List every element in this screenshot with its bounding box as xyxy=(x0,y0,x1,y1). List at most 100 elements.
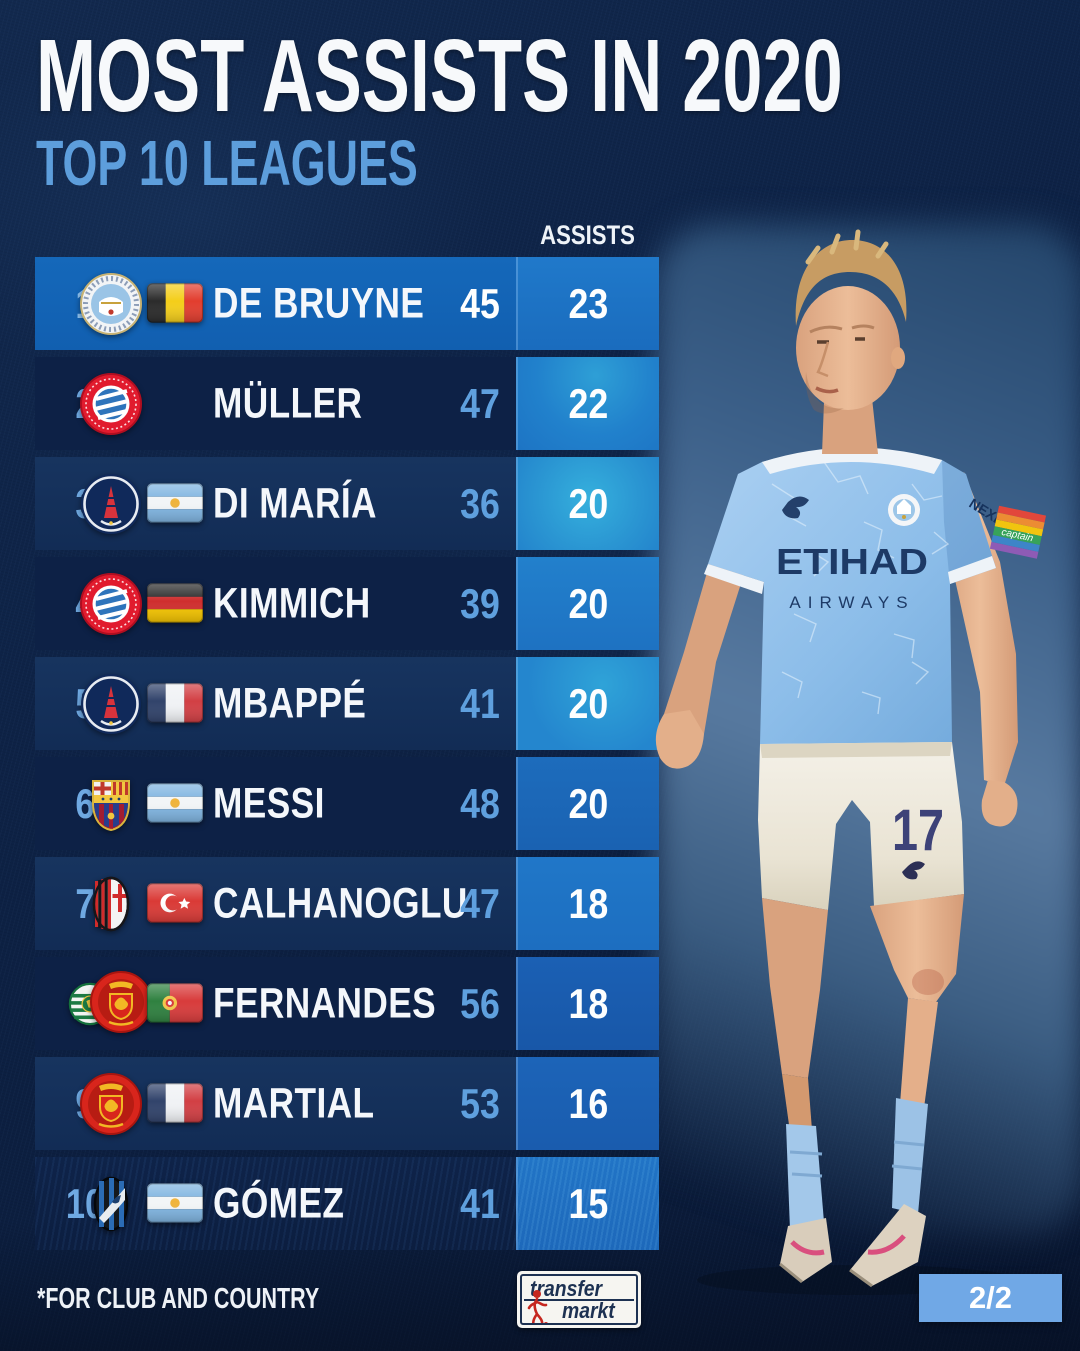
page-title: MOST ASSISTS IN 2020 xyxy=(36,18,843,133)
transfermarkt-logo-text-bottom: markt xyxy=(562,1298,615,1323)
assists-value: 16 xyxy=(568,1079,609,1127)
club-badge-psg-icon xyxy=(79,472,143,536)
player-name: GÓMEZ xyxy=(213,1179,345,1227)
transfermarkt-logo: transfer markt xyxy=(517,1271,641,1328)
games-value: 56 xyxy=(460,979,500,1027)
club-badges xyxy=(73,671,147,737)
player-socks xyxy=(786,1098,928,1238)
player-photo: ETIHAD AIRWAYS NEXEN captain xyxy=(655,229,1047,1295)
club-badge-manchester-united-icon xyxy=(79,1072,143,1136)
assists-value: 20 xyxy=(568,479,609,527)
assists-value: 18 xyxy=(568,879,609,927)
assists-value: 20 xyxy=(568,779,609,827)
club-badge-barcelona-icon xyxy=(79,772,143,836)
flag-argentina-icon xyxy=(147,483,203,523)
club-badges xyxy=(68,971,152,1037)
assists-value: 23 xyxy=(568,279,609,327)
club-badges xyxy=(73,371,147,437)
club-badges xyxy=(73,1071,147,1137)
table-row: 3 DI MARÍA 36 20 xyxy=(35,457,659,550)
table-row: 10 GÓMEZ 41 15 xyxy=(35,1157,659,1250)
flag-argentina-icon xyxy=(147,1183,203,1223)
player-name: CALHANOGLU xyxy=(213,879,468,927)
assists-cell: 23 xyxy=(516,257,659,350)
table-row: 6 MESSI 48 20 xyxy=(35,757,659,850)
flag-belgium-icon xyxy=(147,283,203,323)
table-row: 2 MÜLLER 47 22 xyxy=(35,357,659,450)
rank-label: 6 xyxy=(75,779,95,827)
player-shorts: 17 xyxy=(758,742,964,910)
captain-armband-icon: captain xyxy=(989,505,1047,559)
player-legs xyxy=(762,894,964,1132)
puma-logo-icon xyxy=(782,496,809,519)
games-value: 45 xyxy=(460,279,500,327)
table-row: 1 DE BRUYNE 45 23 xyxy=(35,257,659,350)
club-badge-manchester-united-icon xyxy=(89,970,153,1034)
games-value: 53 xyxy=(460,1079,500,1127)
flag-france-icon xyxy=(147,1083,203,1123)
page-subtitle: TOP 10 LEAGUES xyxy=(36,127,418,199)
club-badge-psg-icon xyxy=(79,672,143,736)
player-name: MARTIAL xyxy=(213,1079,375,1127)
transfermarkt-logo-text-top: transfer xyxy=(530,1276,603,1301)
games-value: 41 xyxy=(460,1179,500,1227)
table-row: 7 CALHANOGLU 47 18 xyxy=(35,857,659,950)
club-badge-bayern-munich-icon xyxy=(79,372,143,436)
flag-argentina-icon xyxy=(147,783,203,823)
flag-france-icon xyxy=(147,683,203,723)
assists-cell: 18 xyxy=(516,857,659,950)
jersey-collar xyxy=(762,447,942,474)
player-name: MBAPPÉ xyxy=(213,679,367,727)
transfermarkt-logo-inner: transfer markt xyxy=(520,1274,638,1325)
player-name: DI MARÍA xyxy=(213,479,377,527)
club-badges xyxy=(73,471,147,537)
games-value: 48 xyxy=(460,779,500,827)
club-badges xyxy=(73,271,147,337)
assists-cell: 22 xyxy=(516,357,659,450)
transfermarkt-player-figure-icon xyxy=(527,1290,548,1323)
col-header-assists: ASSISTS xyxy=(540,220,635,250)
club-badge-atalanta-icon xyxy=(79,1172,143,1236)
club-crest-icon xyxy=(888,494,920,526)
assists-cell: 15 xyxy=(516,1157,659,1250)
table-row: 9 MARTIAL 53 16 xyxy=(35,1057,659,1150)
assists-value: 20 xyxy=(568,579,609,627)
games-value: 36 xyxy=(460,479,500,527)
table-row: 5 MBAPPÉ 41 20 xyxy=(35,657,659,750)
player-boots xyxy=(779,1204,926,1288)
assists-cell: 20 xyxy=(516,457,659,550)
club-badge-ac-milan-icon xyxy=(79,872,143,936)
assists-table: 1 DE BRUYNE 45 23 2 MÜLLER 47 22 3 DI MA… xyxy=(35,257,659,1257)
assists-cell: 18 xyxy=(516,957,659,1050)
jersey-sponsor-line2: AIRWAYS xyxy=(789,593,914,612)
assists-cell: 20 xyxy=(516,557,659,650)
club-badge-bayern-munich-icon xyxy=(79,572,143,636)
country-flag-icon xyxy=(147,383,203,423)
flag-portugal-icon xyxy=(147,983,203,1023)
games-value: 39 xyxy=(460,579,500,627)
table-row: 4 KIMMICH 39 20 xyxy=(35,557,659,650)
flag-germany-icon xyxy=(147,583,203,623)
shorts-number: 17 xyxy=(892,798,944,863)
jersey-sponsor-line1: ETIHAD xyxy=(776,541,928,582)
club-badges xyxy=(73,771,147,837)
games-value: 47 xyxy=(460,879,500,927)
footnote: *FOR CLUB AND COUNTRY xyxy=(37,1283,320,1315)
games-value: 41 xyxy=(460,679,500,727)
player-name: FERNANDES xyxy=(213,979,437,1027)
club-badge-manchester-city-icon xyxy=(79,272,143,336)
player-jersey: ETIHAD AIRWAYS NEXEN captain xyxy=(704,447,1047,756)
club-badges xyxy=(73,1171,147,1237)
flag-turkey-icon xyxy=(147,883,203,923)
player-name: MESSI xyxy=(213,779,325,827)
player-name: MÜLLER xyxy=(213,379,363,427)
player-head xyxy=(795,229,907,454)
table-row: 8 FERNANDES 56 18 xyxy=(35,957,659,1050)
games-value: 47 xyxy=(460,379,500,427)
rank-label: 7 xyxy=(75,879,95,927)
player-name: KIMMICH xyxy=(213,579,371,627)
assists-cell: 16 xyxy=(516,1057,659,1150)
transfermarkt-logo-divider xyxy=(524,1299,634,1301)
club-badges xyxy=(73,571,147,637)
